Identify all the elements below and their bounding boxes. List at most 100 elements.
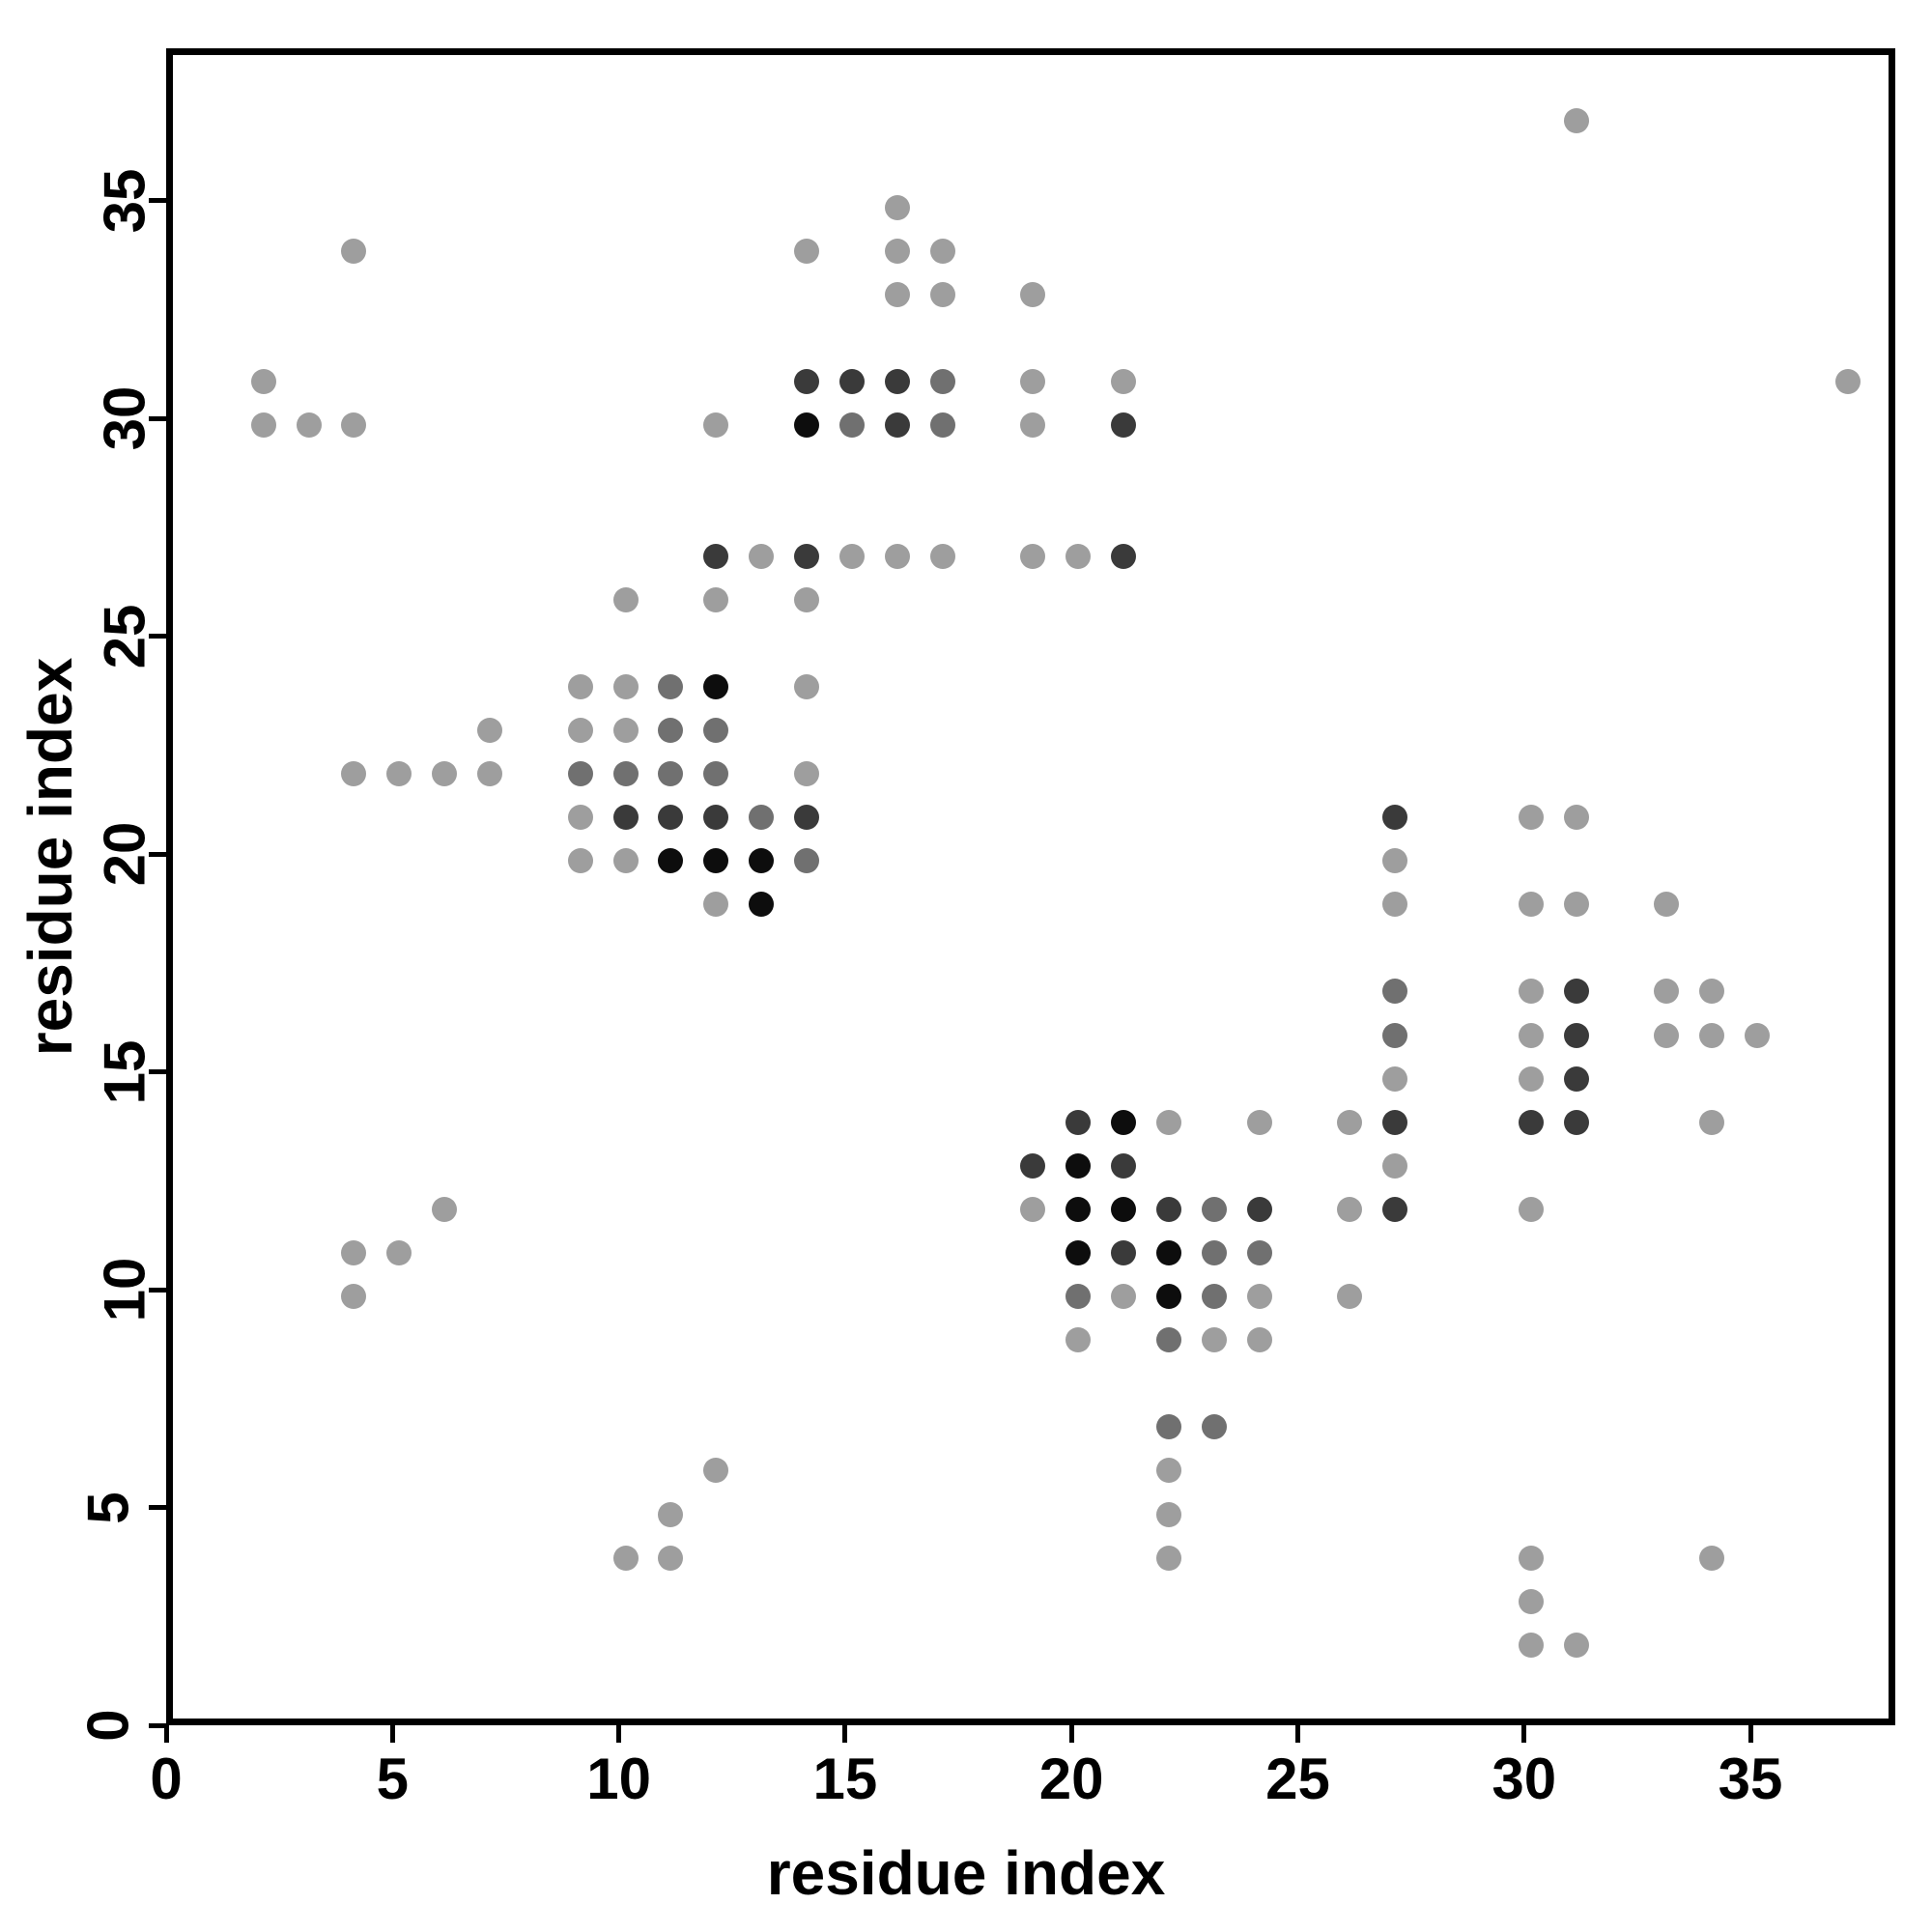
data-point bbox=[341, 761, 367, 786]
data-point bbox=[1337, 1196, 1363, 1222]
data-point bbox=[929, 282, 955, 307]
data-point bbox=[749, 543, 775, 569]
data-point bbox=[703, 805, 729, 831]
data-point bbox=[794, 369, 820, 395]
plot-frame bbox=[166, 48, 1895, 1725]
y-tick-mark bbox=[149, 1287, 166, 1293]
data-point bbox=[1201, 1327, 1227, 1353]
data-point bbox=[703, 1458, 729, 1484]
data-point bbox=[884, 238, 910, 264]
x-tick-mark bbox=[1294, 1725, 1300, 1743]
data-point bbox=[1246, 1196, 1272, 1222]
data-point bbox=[1563, 1065, 1589, 1092]
x-tick-label: 30 bbox=[1492, 1747, 1557, 1811]
data-point bbox=[1337, 1284, 1363, 1310]
data-point bbox=[1201, 1284, 1227, 1310]
data-point bbox=[658, 717, 684, 743]
data-point bbox=[1155, 1109, 1181, 1135]
data-point bbox=[250, 412, 276, 439]
data-point bbox=[703, 717, 729, 743]
data-point bbox=[1201, 1240, 1227, 1265]
data-point bbox=[1382, 892, 1408, 918]
data-point bbox=[884, 369, 910, 395]
data-point bbox=[1563, 805, 1589, 831]
x-tick-mark bbox=[1747, 1725, 1753, 1743]
data-point bbox=[838, 369, 865, 395]
data-point bbox=[1699, 1545, 1725, 1571]
data-point bbox=[1518, 1109, 1544, 1135]
data-point bbox=[794, 586, 820, 612]
data-point bbox=[794, 848, 820, 874]
data-point bbox=[1563, 107, 1589, 133]
x-tick-label: 5 bbox=[376, 1747, 409, 1811]
data-point bbox=[1020, 282, 1046, 307]
data-point bbox=[1834, 369, 1861, 395]
data-point bbox=[884, 282, 910, 307]
x-tick-mark bbox=[163, 1725, 169, 1743]
data-point bbox=[1201, 1196, 1227, 1222]
data-point bbox=[612, 848, 639, 874]
data-point bbox=[1563, 979, 1589, 1005]
data-point bbox=[658, 848, 684, 874]
data-point bbox=[703, 412, 729, 439]
data-point bbox=[1065, 1240, 1092, 1265]
data-point bbox=[1246, 1327, 1272, 1353]
x-tick-label: 15 bbox=[812, 1747, 878, 1811]
data-point bbox=[1155, 1501, 1181, 1527]
data-point bbox=[1155, 1196, 1181, 1222]
data-point bbox=[1065, 1284, 1092, 1310]
y-tick-label: 0 bbox=[75, 1709, 141, 1742]
y-tick-label: 15 bbox=[92, 1039, 157, 1104]
data-point bbox=[929, 412, 955, 439]
data-point bbox=[1111, 1284, 1137, 1310]
x-axis-title: residue index bbox=[766, 1838, 1166, 1908]
data-point bbox=[794, 238, 820, 264]
data-point bbox=[612, 761, 639, 786]
data-point bbox=[1518, 805, 1544, 831]
y-tick-label: 5 bbox=[75, 1491, 141, 1524]
data-point bbox=[1065, 1327, 1092, 1353]
data-point bbox=[1201, 1414, 1227, 1440]
y-tick-label: 35 bbox=[92, 168, 157, 234]
data-point bbox=[1111, 412, 1137, 439]
y-tick-mark bbox=[149, 198, 166, 204]
data-point bbox=[749, 848, 775, 874]
data-point bbox=[1382, 1152, 1408, 1179]
data-point bbox=[658, 673, 684, 699]
data-point bbox=[1518, 1065, 1544, 1092]
data-point bbox=[1518, 979, 1544, 1005]
data-point bbox=[386, 1240, 412, 1265]
x-tick-label: 20 bbox=[1038, 1747, 1104, 1811]
data-point bbox=[477, 761, 502, 786]
data-point bbox=[1020, 412, 1046, 439]
data-point bbox=[794, 805, 820, 831]
data-point bbox=[1065, 1196, 1092, 1222]
data-point bbox=[1382, 1065, 1408, 1092]
data-point bbox=[341, 1284, 367, 1310]
data-point bbox=[794, 761, 820, 786]
data-point bbox=[1020, 369, 1046, 395]
y-tick-mark bbox=[149, 634, 166, 639]
data-point bbox=[1155, 1240, 1181, 1265]
data-point bbox=[1518, 1588, 1544, 1614]
data-point bbox=[1382, 805, 1408, 831]
data-point bbox=[477, 717, 502, 743]
data-point bbox=[658, 1501, 684, 1527]
data-point bbox=[1745, 1022, 1771, 1048]
data-point bbox=[1518, 1632, 1544, 1658]
data-point bbox=[1563, 1632, 1589, 1658]
data-point bbox=[1699, 1109, 1725, 1135]
data-point bbox=[1065, 543, 1092, 569]
y-tick-label: 30 bbox=[92, 385, 157, 451]
data-point bbox=[1020, 543, 1046, 569]
data-point bbox=[1382, 848, 1408, 874]
y-tick-label: 25 bbox=[92, 604, 157, 669]
data-point bbox=[1518, 892, 1544, 918]
data-point bbox=[1155, 1545, 1181, 1571]
data-point bbox=[1111, 543, 1137, 569]
data-point bbox=[794, 412, 820, 439]
data-point bbox=[658, 1545, 684, 1571]
data-point bbox=[1246, 1240, 1272, 1265]
y-tick-label: 10 bbox=[92, 1257, 157, 1322]
